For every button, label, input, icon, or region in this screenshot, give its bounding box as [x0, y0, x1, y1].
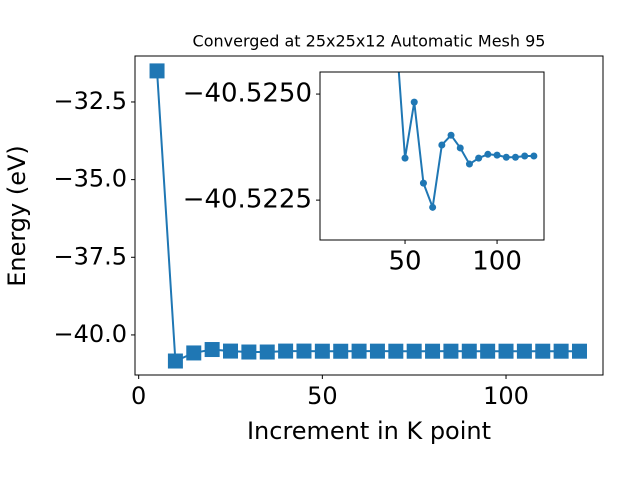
data-line [397, 72, 534, 212]
data-marker [278, 343, 294, 359]
data-marker [438, 141, 446, 149]
data-marker [502, 153, 510, 161]
x-tick-label: 50 [307, 382, 338, 410]
data-marker [447, 131, 455, 139]
data-marker [406, 343, 422, 359]
data-marker [351, 343, 367, 359]
data-marker [493, 151, 501, 159]
chart-title: Converged at 25x25x12 Automatic Mesh 95 [193, 32, 546, 51]
data-marker [511, 153, 519, 161]
data-marker [314, 343, 330, 359]
data-marker [259, 344, 275, 360]
y-tick-label: −32.5 [53, 87, 127, 115]
data-marker [530, 152, 538, 160]
data-marker [429, 203, 437, 211]
data-marker [425, 343, 441, 359]
data-marker [204, 342, 220, 358]
plot-content [397, 72, 538, 212]
plot-content [149, 63, 587, 369]
data-marker [571, 343, 587, 359]
data-marker [410, 98, 418, 106]
data-marker [223, 343, 239, 359]
data-marker [475, 154, 483, 162]
x-tick-label: 50 [388, 247, 421, 277]
axes-frame [134, 55, 604, 376]
y-tick-label: −40.5250 [183, 79, 312, 109]
y-tick-label: −37.5 [53, 242, 127, 270]
x-tick-label: 0 [131, 382, 146, 410]
data-marker [296, 343, 312, 359]
data-marker [333, 343, 349, 359]
x-tick-label: 100 [472, 247, 522, 277]
data-marker [535, 343, 551, 359]
data-marker [443, 343, 459, 359]
data-marker [369, 343, 385, 359]
data-marker [498, 343, 514, 359]
data-marker [149, 63, 165, 79]
x-tick-label: 100 [483, 382, 529, 410]
data-marker [480, 343, 496, 359]
y-tick-label: −35.0 [53, 165, 127, 193]
y-tick-label: −40.5225 [183, 185, 312, 215]
data-marker [553, 343, 569, 359]
data-marker [167, 353, 183, 369]
data-marker [484, 150, 492, 158]
y-axis-label: Energy (eV) [3, 145, 31, 287]
x-axis-label: Increment in K point [247, 417, 491, 445]
data-marker [241, 344, 257, 360]
data-marker [456, 144, 464, 152]
data-marker [521, 152, 529, 160]
data-marker [186, 345, 202, 361]
data-marker [388, 343, 404, 359]
data-marker [401, 154, 409, 162]
data-marker [516, 343, 532, 359]
data-marker [419, 179, 427, 187]
axes-frame [319, 71, 545, 241]
y-tick-label: −40.0 [53, 320, 127, 348]
data-marker [465, 160, 473, 168]
plot-area [320, 72, 544, 240]
data-marker [461, 343, 477, 359]
